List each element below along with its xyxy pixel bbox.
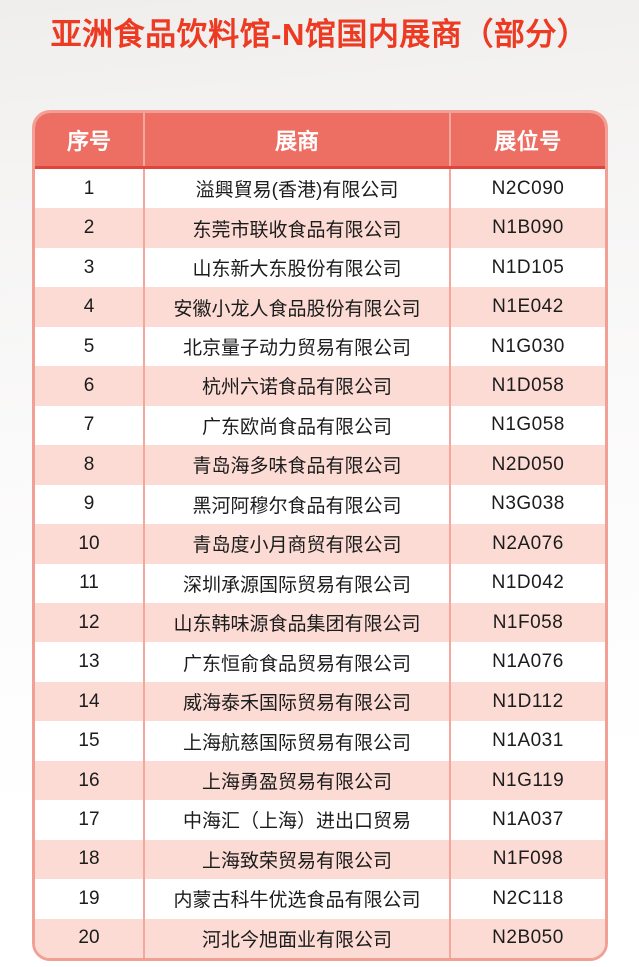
cell-exhibitor: 中海汇（上海）进出口贸易 <box>145 800 451 840</box>
cell-booth: N2D050 <box>491 453 565 475</box>
header-cell-serial: 序号 <box>35 113 145 166</box>
table-row: 16 上海勇盈贸易有限公司 N1G119 <box>35 760 605 801</box>
cell-booth: N1B090 <box>492 217 564 239</box>
cell-serial: 4 <box>35 287 145 327</box>
cell-serial: 14 <box>35 681 145 722</box>
cell-booth: N1A037 <box>492 808 564 830</box>
cell-serial: 1 <box>35 169 145 209</box>
table-row: 18 上海致荣贸易有限公司 N1F098 <box>35 839 605 880</box>
cell-booth: N1F098 <box>492 848 564 870</box>
table-row: 5 北京量子动力贸易有限公司 N1G030 <box>35 326 605 367</box>
cell-booth: N1E042 <box>492 296 564 318</box>
cell-serial: 19 <box>35 879 145 919</box>
table-header-row: 序号 展商 展位号 <box>35 113 605 169</box>
cell-serial: 9 <box>35 484 145 525</box>
exhibitor-table: 序号 展商 展位号 1 溢興貿易(香港)有限公司 N2C090 2 东莞市联收食… <box>32 110 608 961</box>
cell-exhibitor: 上海致荣贸易有限公司 <box>145 839 451 880</box>
cell-booth: N2C090 <box>491 177 565 199</box>
cell-serial: 10 <box>35 524 145 564</box>
table-row: 2 东莞市联收食品有限公司 N1B090 <box>35 208 605 248</box>
cell-exhibitor: 河北今旭面业有限公司 <box>145 918 451 958</box>
cell-exhibitor: 威海泰禾国际贸易有限公司 <box>145 681 451 722</box>
table-row: 19 内蒙古科牛优选食品有限公司 N2C118 <box>35 879 605 919</box>
table-row: 14 威海泰禾国际贸易有限公司 N1D112 <box>35 681 605 722</box>
cell-booth: N1A076 <box>492 651 564 673</box>
header-cell-booth: 展位号 <box>494 128 562 154</box>
table-row: 4 安徽小龙人食品股份有限公司 N1E042 <box>35 287 605 327</box>
cell-booth: N1G058 <box>491 414 565 436</box>
cell-serial: 11 <box>35 563 145 603</box>
cell-serial: 17 <box>35 800 145 840</box>
table-row: 9 黑河阿穆尔食品有限公司 N3G038 <box>35 484 605 525</box>
table-row: 1 溢興貿易(香港)有限公司 N2C090 <box>35 169 605 209</box>
table-row: 17 中海汇（上海）进出口贸易 N1A037 <box>35 800 605 840</box>
cell-booth: N2A076 <box>492 532 564 554</box>
cell-serial: 7 <box>35 405 145 446</box>
cell-serial: 5 <box>35 326 145 367</box>
table-row: 20 河北今旭面业有限公司 N2B050 <box>35 918 605 958</box>
cell-exhibitor: 青岛度小月商贸有限公司 <box>145 524 451 564</box>
cell-exhibitor: 内蒙古科牛优选食品有限公司 <box>145 879 451 919</box>
cell-exhibitor: 北京量子动力贸易有限公司 <box>145 326 451 367</box>
cell-booth: N3G038 <box>491 493 565 515</box>
table-row: 3 山东新大东股份有限公司 N1D105 <box>35 247 605 288</box>
cell-exhibitor: 山东韩味源食品集团有限公司 <box>145 602 451 643</box>
cell-exhibitor: 黑河阿穆尔食品有限公司 <box>145 484 451 525</box>
cell-booth: N1G030 <box>491 335 565 357</box>
cell-booth: N1F058 <box>492 611 564 633</box>
cell-exhibitor: 山东新大东股份有限公司 <box>145 247 451 288</box>
table-row: 6 杭州六诺食品有限公司 N1D058 <box>35 366 605 406</box>
cell-booth: N1D042 <box>491 572 565 594</box>
cell-exhibitor: 广东恒俞食品贸易有限公司 <box>145 642 451 682</box>
cell-serial: 3 <box>35 247 145 288</box>
cell-exhibitor: 东莞市联收食品有限公司 <box>145 208 451 248</box>
table-body: 1 溢興貿易(香港)有限公司 N2C090 2 东莞市联收食品有限公司 N1B0… <box>35 169 605 958</box>
cell-exhibitor: 上海航慈国际贸易有限公司 <box>145 721 451 761</box>
cell-booth: N1D112 <box>492 690 564 712</box>
table-row: 11 深圳承源国际贸易有限公司 N1D042 <box>35 563 605 603</box>
table-row: 15 上海航慈国际贸易有限公司 N1A031 <box>35 721 605 761</box>
table-row: 7 广东欧尚食品有限公司 N1G058 <box>35 405 605 446</box>
cell-exhibitor: 溢興貿易(香港)有限公司 <box>145 169 451 209</box>
cell-exhibitor: 杭州六诺食品有限公司 <box>145 366 451 406</box>
cell-booth: N1D058 <box>491 374 565 396</box>
cell-serial: 8 <box>35 445 145 485</box>
cell-exhibitor: 安徽小龙人食品股份有限公司 <box>145 287 451 327</box>
cell-serial: 16 <box>35 760 145 801</box>
cell-exhibitor: 青岛海多味食品有限公司 <box>145 445 451 485</box>
page-title: 亚洲食品饮料馆-N馆国内展商（部分） <box>50 17 589 52</box>
cell-serial: 13 <box>35 642 145 682</box>
cell-exhibitor: 上海勇盈贸易有限公司 <box>145 760 451 801</box>
table-row: 12 山东韩味源食品集团有限公司 N1F058 <box>35 602 605 643</box>
cell-serial: 6 <box>35 366 145 406</box>
cell-booth: N2C118 <box>492 887 564 909</box>
cell-booth: N1A031 <box>492 730 564 752</box>
cell-booth: N2B050 <box>492 927 564 949</box>
cell-serial: 18 <box>35 839 145 880</box>
cell-exhibitor: 广东欧尚食品有限公司 <box>145 405 451 446</box>
cell-serial: 2 <box>35 208 145 248</box>
header-cell-exhibitor: 展商 <box>145 113 451 166</box>
cell-serial: 20 <box>35 918 145 958</box>
cell-exhibitor: 深圳承源国际贸易有限公司 <box>145 563 451 603</box>
cell-booth: N1G119 <box>491 769 565 791</box>
cell-serial: 15 <box>35 721 145 761</box>
cell-serial: 12 <box>35 602 145 643</box>
table-row: 13 广东恒俞食品贸易有限公司 N1A076 <box>35 642 605 682</box>
table-row: 10 青岛度小月商贸有限公司 N2A076 <box>35 524 605 564</box>
table-row: 8 青岛海多味食品有限公司 N2D050 <box>35 445 605 485</box>
cell-booth: N1D105 <box>491 256 565 278</box>
